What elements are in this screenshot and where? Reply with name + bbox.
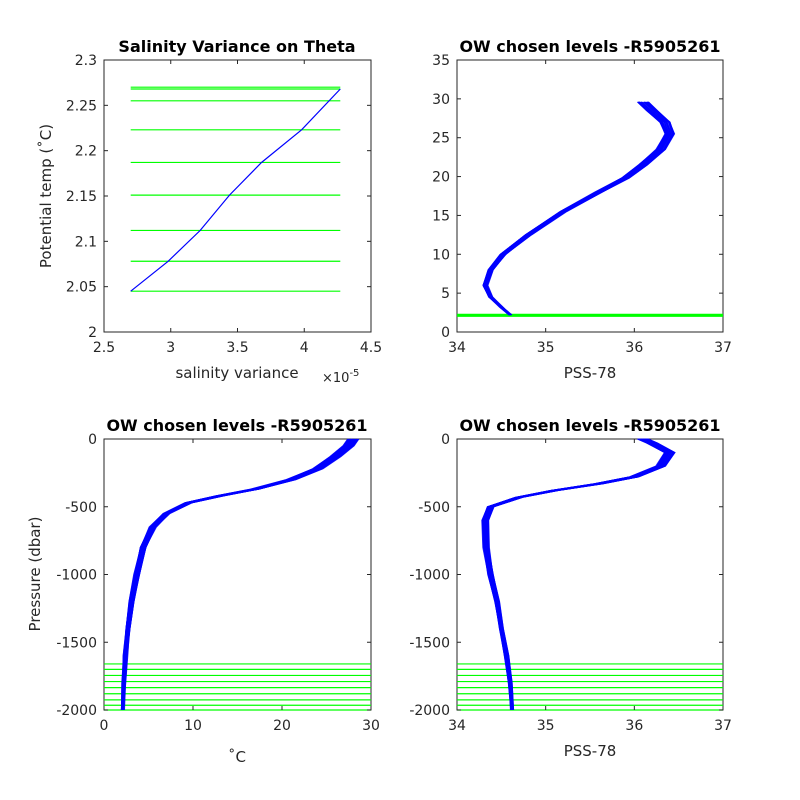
x-tick-label: 0: [100, 718, 109, 734]
x-tick-label: 36: [625, 340, 643, 356]
salinity-variance-plot: Salinity Variance on Theta salinity vari…: [37, 37, 382, 386]
x-tick-label: 34: [448, 718, 466, 734]
y-tick-label: -500: [418, 500, 450, 516]
salinity-theta-plot: OW chosen levels -R5905261 PSS-78 34 35 36…: [432, 37, 732, 382]
y-tick-label: 20: [432, 170, 450, 186]
axes-box: [456, 59, 724, 333]
chart-title: OW chosen levels -R5905261: [459, 416, 720, 435]
x-tick-label: 37: [714, 718, 732, 734]
y-tick-label: -1500: [409, 635, 450, 651]
x-axis-multiplier: ×10-5: [322, 368, 359, 386]
salinity-pressure-plot: OW chosen levels -R5905261 PSS-78 34 35 36…: [409, 416, 732, 760]
y-tick-label: 2.2: [75, 144, 97, 160]
y-tick-label: 15: [432, 208, 450, 224]
chart-title: Salinity Variance on Theta: [118, 37, 355, 56]
y-tick-label: -1500: [56, 635, 97, 651]
x-tick-label: 4: [300, 340, 309, 356]
variance-profile-line: [130, 88, 341, 292]
x-axis-label: ˚C: [228, 748, 246, 766]
x-tick-label: 3: [166, 340, 175, 356]
x-tick-label: 35: [537, 718, 555, 734]
y-tick-label: 0: [441, 325, 450, 341]
y-tick-label: 2.25: [66, 98, 97, 114]
profile-line: [487, 438, 676, 711]
x-tick-label: 34: [448, 340, 466, 356]
x-tick-label: 35: [537, 340, 555, 356]
x-tick-label: 10: [184, 718, 202, 734]
y-tick-label: 25: [432, 131, 450, 147]
profile-line: [120, 438, 350, 711]
y-tick-label: 35: [432, 53, 450, 69]
chart-title: OW chosen levels -R5905261: [459, 37, 720, 56]
y-tick-label: -2000: [56, 703, 97, 719]
profile-line: [486, 101, 675, 316]
y-tick-label: 10: [432, 247, 450, 263]
profile-line: [121, 438, 353, 711]
profile-line: [123, 438, 357, 711]
temperature-pressure-plot: OW chosen levels -R5905261 ˚C Pressure (…: [26, 416, 380, 766]
x-tick-label: 20: [273, 718, 291, 734]
y-tick-label: 0: [88, 432, 97, 448]
y-axis-label: Pressure (dbar): [26, 517, 44, 632]
y-axis-label: Potential temp (˚C): [37, 124, 55, 268]
x-tick-label: 30: [362, 718, 380, 734]
x-tick-label: 2.5: [93, 340, 115, 356]
x-axis-label: salinity variance: [175, 364, 298, 382]
x-tick-label: 4.5: [360, 340, 382, 356]
y-tick-label: -500: [65, 500, 97, 516]
y-tick-label: -2000: [409, 703, 450, 719]
y-tick-label: 2.1: [75, 234, 97, 250]
y-tick-label: 30: [432, 92, 450, 108]
y-tick-label: -1000: [56, 568, 97, 584]
y-tick-label: 5: [441, 286, 450, 302]
y-tick-label: -1000: [409, 568, 450, 584]
x-tick-label: 36: [625, 718, 643, 734]
profile-line: [483, 438, 667, 711]
profile-line: [484, 101, 670, 316]
x-axis-label: PSS-78: [564, 742, 617, 760]
x-tick-label: 3.5: [226, 340, 248, 356]
x-axis-label: PSS-78: [564, 364, 617, 382]
y-tick-label: 0: [441, 432, 450, 448]
profile-line: [483, 101, 667, 316]
y-tick-label: 2: [88, 325, 97, 341]
y-tick-label: 2.3: [75, 53, 97, 69]
x-tick-label: 37: [714, 340, 732, 356]
profile-line: [484, 438, 671, 711]
y-tick-label: 2.05: [66, 280, 97, 296]
y-tick-label: 2.15: [66, 189, 97, 205]
chart-title: OW chosen levels -R5905261: [106, 416, 367, 435]
